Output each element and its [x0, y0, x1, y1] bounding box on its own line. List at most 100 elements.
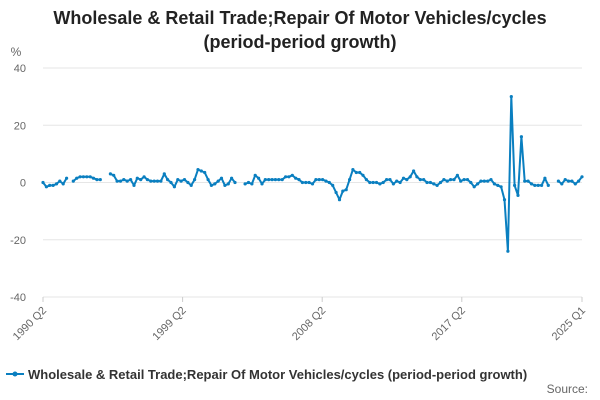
data-point	[536, 183, 540, 187]
data-point	[98, 178, 102, 182]
data-point	[317, 178, 321, 182]
data-point	[273, 178, 277, 182]
legend-series-marker-icon	[6, 371, 24, 377]
data-point	[310, 182, 315, 186]
data-point	[243, 182, 247, 186]
data-point	[577, 179, 581, 183]
data-point	[492, 182, 496, 186]
data-point	[287, 175, 291, 179]
data-point	[324, 179, 328, 183]
series-layer	[41, 95, 584, 253]
data-point	[253, 173, 257, 177]
data-point	[135, 176, 139, 180]
data-point	[476, 182, 480, 186]
data-point	[415, 175, 419, 179]
data-point	[307, 180, 311, 185]
data-point	[455, 173, 459, 177]
data-point	[115, 179, 119, 183]
chart-title-line-1: Wholesale & Retail Trade;Repair Of Motor…	[53, 8, 547, 28]
data-point	[270, 178, 274, 182]
data-point	[378, 182, 382, 186]
data-point	[438, 180, 443, 185]
data-point	[351, 168, 355, 172]
data-point	[284, 175, 288, 179]
data-point	[206, 178, 210, 182]
data-point	[570, 179, 574, 183]
chart-title: Wholesale & Retail Trade;Repair Of Motor…	[0, 6, 600, 54]
data-point	[509, 95, 513, 99]
data-point	[122, 178, 126, 182]
data-point	[566, 179, 571, 183]
data-point	[246, 180, 251, 185]
x-tick-label: 1990 Q2	[11, 305, 49, 343]
data-point	[435, 183, 439, 187]
y-tick-label: 0	[20, 178, 26, 190]
y-tick-label: -20	[10, 235, 26, 247]
data-point	[277, 178, 281, 182]
data-point	[58, 179, 62, 183]
data-point	[95, 178, 99, 182]
data-point	[388, 178, 392, 182]
data-point	[162, 172, 166, 176]
data-point	[48, 183, 52, 187]
legend[interactable]: Wholesale & Retail Trade;Repair Of Motor…	[6, 364, 527, 384]
data-point	[213, 182, 217, 186]
data-point	[391, 182, 395, 186]
data-point	[348, 178, 352, 182]
data-point	[543, 176, 547, 180]
data-point	[408, 175, 412, 179]
data-point	[412, 169, 416, 173]
data-point	[112, 173, 116, 177]
data-point	[267, 178, 271, 182]
data-point	[304, 180, 308, 185]
data-point	[169, 180, 173, 185]
data-point	[209, 183, 213, 187]
data-point	[139, 178, 143, 182]
data-point	[186, 180, 190, 185]
data-point	[580, 175, 584, 179]
data-point	[556, 179, 561, 183]
data-point	[54, 182, 59, 186]
data-point	[233, 180, 237, 185]
data-point	[449, 178, 453, 182]
data-point	[65, 176, 69, 180]
data-point	[442, 178, 446, 182]
data-point	[516, 193, 520, 197]
data-point	[428, 180, 432, 185]
data-point	[462, 178, 466, 182]
data-point	[563, 178, 567, 182]
x-tick-label: 2017 Q2	[430, 305, 468, 343]
data-point	[41, 180, 45, 185]
data-point	[364, 178, 368, 182]
data-point	[519, 135, 524, 139]
data-point	[452, 178, 456, 182]
data-point	[149, 179, 153, 183]
data-point	[176, 178, 180, 182]
data-point	[81, 175, 85, 179]
data-point	[155, 179, 160, 183]
data-point	[422, 178, 426, 182]
data-point	[358, 170, 362, 175]
data-point	[513, 183, 517, 187]
data-point	[108, 172, 112, 176]
data-point	[145, 178, 149, 182]
data-point	[159, 179, 163, 183]
y-axis-ticks: 40 20 0 -20 -40	[10, 63, 26, 304]
data-point	[321, 178, 325, 182]
data-point	[91, 176, 96, 180]
y-axis-unit-label: %	[11, 45, 22, 59]
data-point	[51, 183, 55, 187]
data-point	[331, 183, 335, 187]
data-point	[88, 175, 92, 179]
data-point	[425, 180, 429, 185]
data-point	[61, 182, 65, 186]
data-point	[486, 179, 490, 183]
data-point	[230, 176, 234, 180]
data-point	[479, 179, 483, 183]
data-point	[523, 179, 527, 183]
data-point	[250, 182, 254, 186]
data-point	[132, 183, 136, 187]
data-point	[44, 185, 49, 189]
data-point	[182, 178, 187, 182]
